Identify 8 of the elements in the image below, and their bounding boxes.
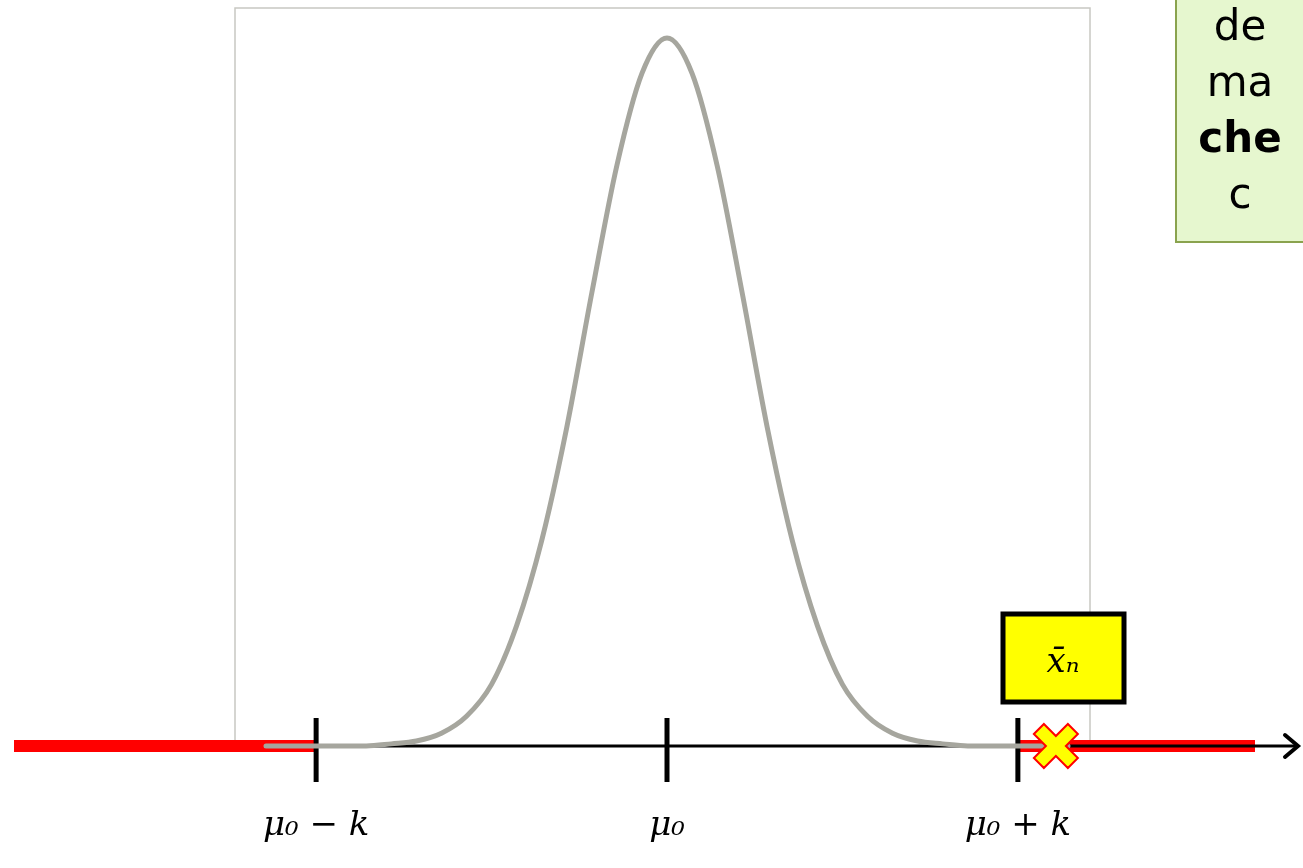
text: ma [1206, 57, 1274, 106]
x-tick-label: μ₀ − k [262, 803, 370, 843]
text: c [1228, 169, 1252, 218]
x-tick-label: μ₀ [649, 803, 686, 843]
text: de [1213, 1, 1267, 50]
text: che [1198, 113, 1282, 162]
annotation: x̄ₙ [1046, 640, 1080, 680]
x-tick-label: μ₀ + k [964, 803, 1072, 843]
